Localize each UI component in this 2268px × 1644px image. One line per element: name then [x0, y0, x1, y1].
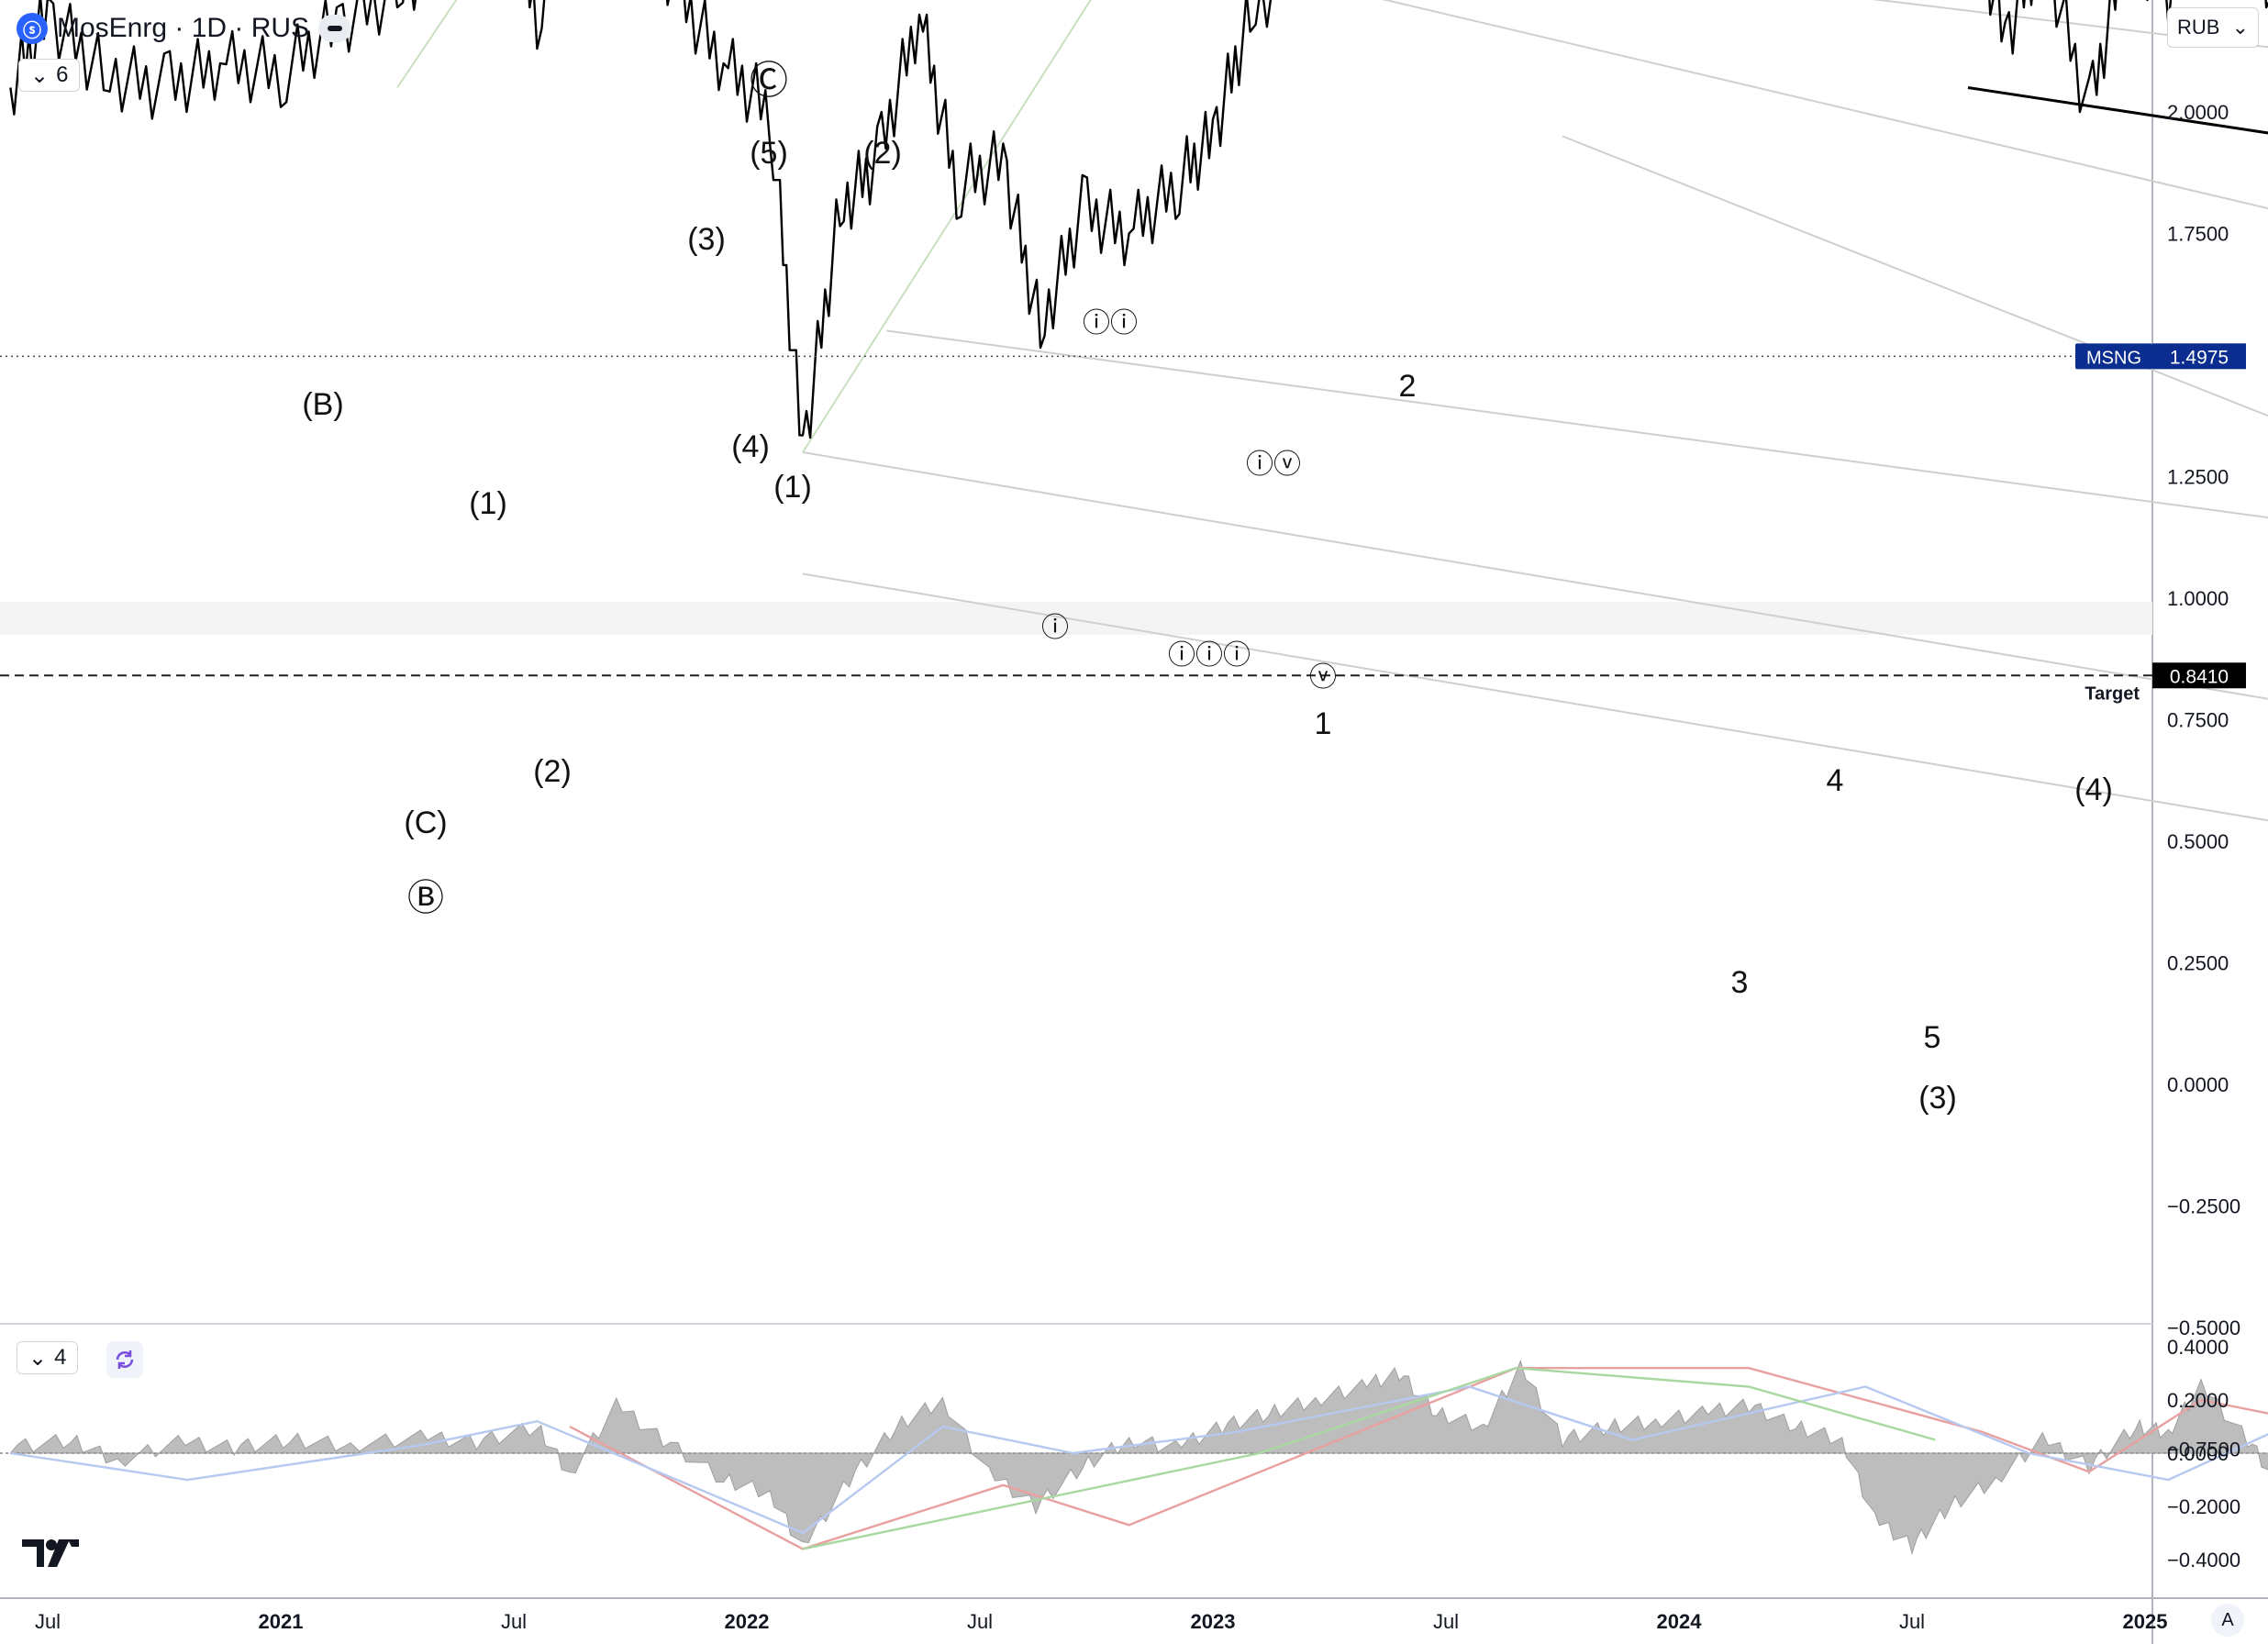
wave-label: ⓘⓘ [1083, 308, 1138, 339]
price-labels: MSNG 1.4975 0.8410 Target [2075, 343, 2246, 704]
wave-label: (3) [1918, 1081, 1957, 1116]
price-tick-label: −0.5000 [2167, 1316, 2240, 1339]
price-tick-label: 1.2500 [2167, 466, 2229, 489]
wave-label: 3 [1731, 965, 1749, 1000]
oscillator-series [0, 1359, 2268, 1556]
wave-label: Ⓑ [407, 878, 444, 918]
chevron-down-icon: ⌄ [30, 62, 50, 88]
channel-line [802, 572, 2268, 822]
price-tick-label: 2.0000 [2167, 101, 2229, 124]
wave-label: 4 [1827, 763, 1844, 798]
wave-label: (4) [2074, 772, 2113, 807]
wave-label: (1) [773, 470, 812, 505]
last-price-badge [2152, 343, 2246, 370]
wave-label: (1) [469, 486, 507, 521]
symbol-title[interactable]: MosEnrg · 1D · RUS [57, 13, 310, 43]
channel-line [802, 451, 2268, 700]
time-tick-label: 2025 [2123, 1610, 2168, 1633]
trend-channel-lines [396, 0, 2268, 822]
target-label: Target [2085, 683, 2140, 704]
price-tick-label: 1.0000 [2167, 587, 2229, 610]
oscillator-area [9, 1359, 2268, 1556]
indicator-count: 6 [56, 62, 69, 87]
channel-line [1872, 0, 2268, 49]
wave-guide-line [802, 0, 1092, 453]
wave-label: ⓥ [1309, 662, 1337, 693]
wave-label: (C) [404, 805, 447, 840]
tradingview-logo-icon[interactable] [22, 1538, 81, 1573]
target-price-badge [2152, 662, 2246, 689]
last-price-badge-text: 1.4975 [2170, 347, 2229, 368]
time-tick-label: 2022 [725, 1610, 770, 1633]
symbol-badge [2075, 343, 2152, 370]
price-tick-label: 2.2500 [2167, 0, 2229, 3]
refresh-icon[interactable] [106, 1341, 143, 1378]
triangle-lower-line [1967, 86, 2268, 135]
price-tick-label: 0.5000 [2167, 830, 2229, 853]
hide-indicators-button[interactable] [318, 15, 352, 42]
indicator-count: 4 [54, 1345, 67, 1370]
wave-label: (2) [863, 136, 902, 171]
price-line [9, 0, 2268, 439]
wave-label: (2) [533, 754, 572, 789]
channel-line [886, 329, 2268, 519]
wave-label: 5 [1924, 1020, 1941, 1055]
time-tick-label: Jul [501, 1610, 527, 1633]
time-axis: Jul2021Jul2022Jul2023Jul2024Jul2025Jul20… [35, 1610, 2168, 1633]
minus-icon [328, 26, 343, 31]
price-tick-label: 0.2500 [2167, 952, 2229, 975]
price-tick-label: −0.7500 [2167, 1438, 2240, 1461]
time-tick-label: Jul [1433, 1610, 1459, 1633]
oscillator-tick-label: −0.4000 [2167, 1549, 2240, 1572]
oscillator-collapse-button[interactable]: ⌄ 4 [17, 1341, 79, 1374]
price-tick-label: 0.7500 [2167, 709, 2229, 732]
price-series [0, 0, 2268, 677]
wave-label: 2 [1399, 369, 1417, 404]
time-tick-label: 2023 [1191, 1610, 1236, 1633]
price-tick-label: −0.2500 [2167, 1195, 2240, 1218]
wave-label: (5) [750, 136, 788, 171]
target-zone [0, 602, 2152, 635]
time-tick-label: Jul [35, 1610, 61, 1633]
price-tick-label: 0.0000 [2167, 1073, 2229, 1096]
price-axis: 4.00003.75003.50003.25003.00002.75002.50… [2167, 0, 2240, 1572]
wave-label: (4) [731, 429, 770, 464]
time-tick-label: 2024 [1657, 1610, 1703, 1633]
auto-scale-button[interactable]: A [2211, 1604, 2244, 1637]
oscillator-tick-label: 0.2000 [2167, 1389, 2229, 1412]
chevron-down-icon: ⌄ [28, 1345, 48, 1371]
price-tick-label: 1.7500 [2167, 223, 2229, 246]
channel-line [1562, 135, 2268, 417]
chevron-down-icon: ⌄ [2231, 16, 2249, 39]
time-tick-label: 2021 [259, 1610, 304, 1633]
wave-label: ⓘⓘⓘ [1168, 640, 1251, 671]
wave-label: ⓘⓥ [1246, 450, 1301, 480]
oscillator-tick-label: −0.2000 [2167, 1495, 2240, 1518]
symbol-badge-text: MSNG [2086, 348, 2141, 368]
wave-label: ⓘ [1041, 613, 1069, 643]
target-price-badge-text: 0.8410 [2170, 666, 2229, 687]
oscillator-wave-line [10, 1385, 2268, 1535]
symbol-logo-icon[interactable]: ⓢ [17, 13, 48, 44]
time-tick-label: Jul [1899, 1610, 1925, 1633]
wave-label: 1 [1315, 706, 1332, 741]
channel-line [1382, 0, 2268, 210]
oscillator-tick-label: 0.4000 [2167, 1336, 2229, 1359]
wave-guide-line [396, 0, 458, 89]
wave-annotations: Ⓒ(5) (2)(3)(4)(1)(B)(1)(2)(C)Ⓑⓘⓘⓘⓘⓘⓘⓘⓥⓥ12… [302, 59, 2112, 1116]
currency-select[interactable]: RUB ⌄ [2167, 7, 2259, 48]
indicators-collapse-button[interactable]: ⌄ 6 [18, 59, 81, 92]
oscillator-tick-label: 0.0000 [2167, 1442, 2229, 1465]
wave-label: (B) [302, 387, 343, 422]
wave-label: Ⓒ [750, 59, 788, 102]
wave-label: (3) [687, 222, 726, 257]
time-tick-label: Jul [967, 1610, 993, 1633]
oscillator-wave-line [802, 1366, 1936, 1550]
currency-label: RUB [2177, 16, 2220, 39]
chart-header: ⓢ MosEnrg · 1D · RUS [17, 9, 352, 48]
